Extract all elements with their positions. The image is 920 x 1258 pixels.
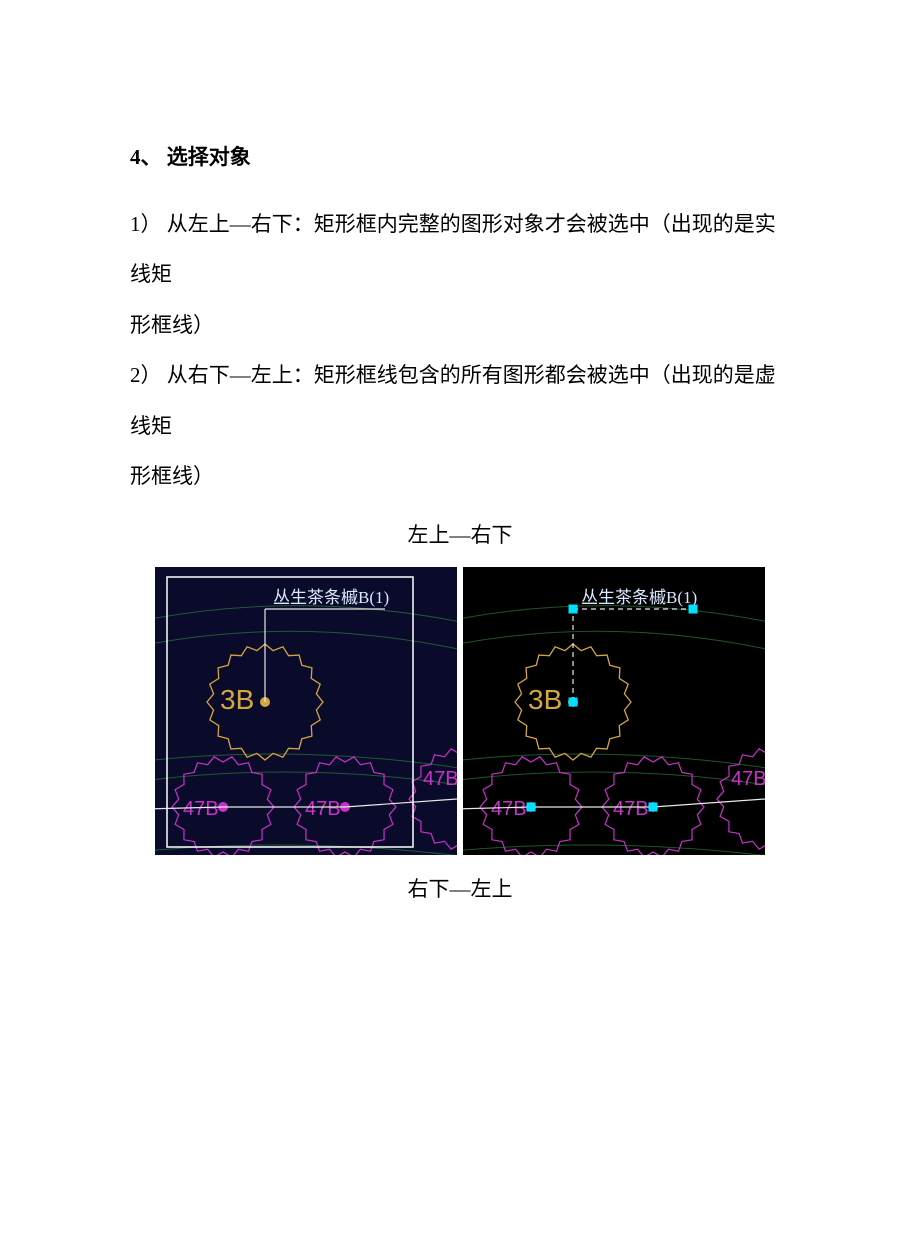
svg-text:47B: 47B bbox=[305, 798, 341, 820]
body-line-4: 形框线） bbox=[130, 451, 790, 501]
figure-caption-bottom: 右下—左上 bbox=[130, 873, 790, 903]
svg-text:47B: 47B bbox=[183, 798, 219, 820]
svg-text:3B: 3B bbox=[220, 684, 254, 715]
figure-caption-top: 左上—右下 bbox=[130, 519, 790, 549]
svg-text:47B: 47B bbox=[423, 768, 457, 790]
svg-text:丛生茶条槭B(1): 丛生茶条槭B(1) bbox=[273, 588, 389, 607]
svg-text:丛生茶条槭B(1): 丛生茶条槭B(1) bbox=[581, 588, 697, 607]
svg-text:47B: 47B bbox=[731, 768, 765, 790]
figure-row: 47B 47B 47B 3B 丛生茶条槭B(1) 47B 47B 47B 3B 丛生茶条槭B(1… bbox=[130, 567, 790, 855]
body-line-3: 2） 从右下—左上：矩形框线包含的所有图形都会被选中（出现的是虚线矩 bbox=[130, 350, 790, 451]
body-line-2: 形框线） bbox=[130, 300, 790, 350]
cad-svg-right: 47B 47B 47B 3B 丛生茶条槭B(1) bbox=[463, 567, 765, 855]
section-heading: 4、 选择对象 bbox=[130, 141, 790, 171]
cad-panel-left: 47B 47B 47B 3B 丛生茶条槭B(1) bbox=[155, 567, 457, 855]
cad-svg-left: 47B 47B 47B 3B 丛生茶条槭B(1) bbox=[155, 567, 457, 855]
document-page: 4、 选择对象 1） 从左上—右下：矩形框内完整的图形对象才会被选中（出现的是实… bbox=[0, 0, 920, 981]
svg-text:47B: 47B bbox=[613, 798, 649, 820]
cad-panel-right: 47B 47B 47B 3B 丛生茶条槭B(1) bbox=[463, 567, 765, 855]
svg-text:3B: 3B bbox=[528, 684, 562, 715]
body-line-1: 1） 从左上—右下：矩形框内完整的图形对象才会被选中（出现的是实线矩 bbox=[130, 199, 790, 300]
svg-text:47B: 47B bbox=[491, 798, 527, 820]
